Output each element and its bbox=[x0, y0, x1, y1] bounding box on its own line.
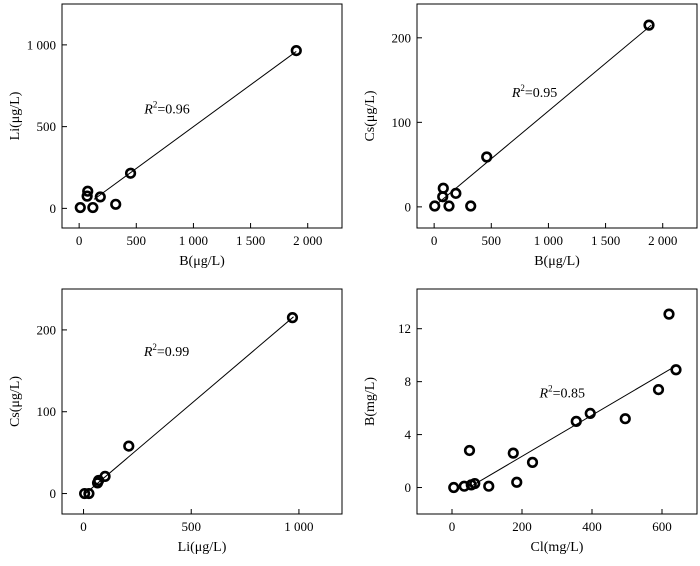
data-point bbox=[652, 383, 665, 396]
x-tick-label: 500 bbox=[127, 233, 147, 248]
data-point bbox=[286, 312, 299, 324]
data-point bbox=[511, 476, 523, 488]
data-point bbox=[81, 190, 93, 202]
plot-frame bbox=[416, 3, 698, 229]
regression-line bbox=[83, 316, 294, 496]
x-tick-label: 1 500 bbox=[591, 233, 620, 248]
data-point bbox=[526, 456, 539, 468]
data-point bbox=[124, 167, 137, 179]
data-point bbox=[663, 308, 675, 320]
data-point bbox=[619, 413, 631, 425]
data-point bbox=[87, 201, 99, 214]
x-tick-label: 200 bbox=[512, 519, 532, 534]
data-point bbox=[110, 198, 122, 210]
data-point bbox=[94, 191, 106, 203]
data-point bbox=[83, 487, 95, 500]
data-point bbox=[123, 440, 135, 452]
data-point bbox=[465, 200, 477, 212]
plot-frame bbox=[416, 288, 698, 515]
r-squared-label: R2=0.85 bbox=[539, 384, 585, 402]
data-point bbox=[450, 187, 462, 199]
y-tick-label: 200 bbox=[37, 322, 57, 337]
x-tick-label: 0 bbox=[449, 519, 456, 534]
x-tick-label: 2 000 bbox=[293, 233, 322, 248]
scatter-panel-4: 0 200 400 600 0 4 8 12 Cl(mg/L) B(mg/L) R2=0.85 bbox=[363, 288, 698, 555]
regression-line bbox=[93, 51, 297, 200]
x-axis-label: B(μg/L) bbox=[179, 254, 225, 269]
data-point bbox=[429, 200, 441, 212]
r-squared-label: R2=0.99 bbox=[143, 342, 189, 360]
y-axis-label: Li(μg/L) bbox=[8, 91, 23, 140]
x-tick-label: 500 bbox=[482, 233, 502, 248]
plot-frame bbox=[61, 3, 343, 229]
data-point bbox=[584, 407, 596, 420]
x-axis-label: B(μg/L) bbox=[534, 254, 580, 269]
data-point bbox=[99, 470, 111, 482]
y-tick-label: 100 bbox=[392, 115, 412, 130]
x-tick-label: 0 bbox=[76, 233, 83, 248]
plot-frame bbox=[61, 288, 343, 515]
y-tick-label: 8 bbox=[405, 374, 412, 389]
regression-line bbox=[438, 24, 652, 204]
x-tick-label: 500 bbox=[181, 519, 201, 534]
data-point bbox=[507, 447, 519, 459]
x-tick-label: 1 000 bbox=[179, 233, 208, 248]
data-point bbox=[290, 44, 302, 57]
data-point bbox=[670, 364, 682, 376]
y-axis-label: Cs(μg/L) bbox=[363, 90, 378, 141]
data-point bbox=[448, 481, 460, 494]
data-point bbox=[643, 19, 655, 31]
x-tick-label: 2 000 bbox=[648, 233, 677, 248]
y-tick-label: 100 bbox=[37, 404, 57, 419]
x-tick-label: 600 bbox=[652, 519, 672, 534]
data-point bbox=[82, 185, 94, 197]
y-tick-label: 1 000 bbox=[27, 37, 56, 52]
data-point bbox=[74, 201, 86, 214]
r-squared-label: R2=0.96 bbox=[143, 100, 189, 118]
data-point bbox=[570, 415, 582, 427]
x-tick-label: 400 bbox=[582, 519, 602, 534]
x-tick-label: 1 000 bbox=[534, 233, 563, 248]
y-tick-label: 0 bbox=[50, 486, 57, 501]
x-axis-label: Li(μg/L) bbox=[178, 540, 227, 555]
y-tick-label: 0 bbox=[405, 480, 412, 495]
r-squared-label: R2=0.95 bbox=[511, 83, 557, 101]
data-point bbox=[481, 151, 493, 163]
data-point bbox=[443, 200, 455, 212]
x-tick-label: 0 bbox=[80, 519, 87, 534]
x-axis-label: Cl(mg/L) bbox=[531, 540, 584, 555]
data-point bbox=[458, 480, 470, 492]
y-tick-label: 12 bbox=[398, 321, 411, 336]
data-point bbox=[437, 182, 449, 194]
x-tick-label: 1 000 bbox=[284, 519, 313, 534]
data-point bbox=[463, 444, 476, 457]
y-tick-label: 200 bbox=[392, 30, 412, 45]
y-axis-label: Cs(μg/L) bbox=[8, 376, 23, 427]
x-tick-label: 1 500 bbox=[236, 233, 265, 248]
y-axis-label: B(mg/L) bbox=[363, 377, 378, 426]
y-tick-label: 0 bbox=[405, 199, 412, 214]
x-tick-label: 0 bbox=[431, 233, 438, 248]
scatter-panel-1: 0 500 1 000 1 500 2 000 0 500 1 000 B(μg/L) Li(μg… bbox=[8, 3, 343, 269]
scatter-panel-3: 0 500 1 000 0 100 200 Li(μg/L) Cs(μg/L) R2=0.99 bbox=[8, 288, 343, 555]
data-point bbox=[79, 487, 91, 500]
y-tick-label: 500 bbox=[37, 119, 57, 134]
data-point bbox=[469, 477, 481, 490]
y-tick-label: 0 bbox=[50, 201, 57, 216]
scatter-panel-2: 0 500 1 000 1 500 2 000 0 100 200 B(μg/L) Cs(μg/L… bbox=[363, 3, 698, 269]
data-point bbox=[483, 480, 495, 492]
y-tick-label: 4 bbox=[405, 427, 412, 442]
